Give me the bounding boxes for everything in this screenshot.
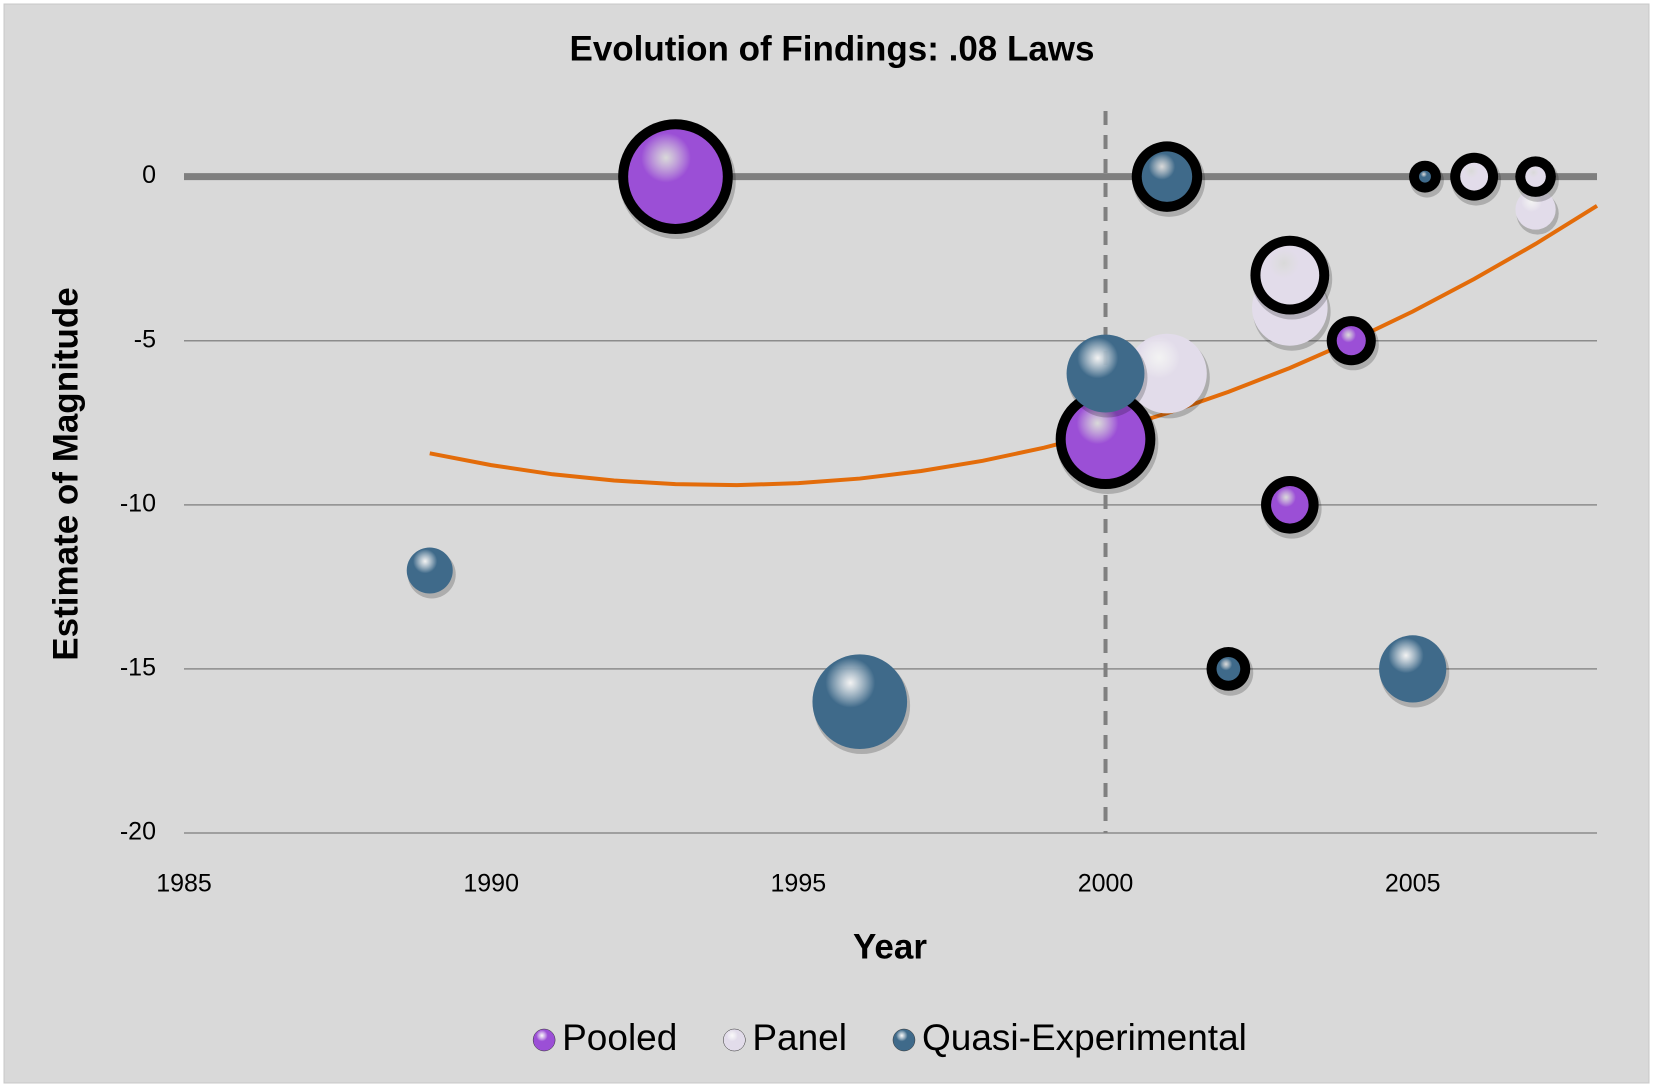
y-tick-label: 0 [142,161,156,189]
y-tick-label: -5 [134,325,156,353]
bubble [1460,162,1489,191]
bubble [1379,635,1447,703]
x-tick-label: 1985 [156,870,212,898]
bubble [1141,151,1193,202]
legend-marker [892,1028,916,1052]
x-tick-label: 1995 [771,870,827,898]
bubble [1419,170,1431,183]
legend-label: Quasi-Experimental [922,1017,1247,1058]
legend-marker [723,1028,746,1052]
bubble [1065,399,1146,480]
y-tick-label: -10 [120,489,156,517]
bubble [406,547,453,594]
bubble [1336,326,1366,356]
chart-title: Evolution of Findings: .08 Laws [569,29,1094,68]
bubble [1127,333,1207,414]
legend-label: Panel [752,1017,847,1058]
bubble [1066,334,1145,413]
chart-background [3,3,1650,1084]
x-tick-label: 2000 [1078,870,1134,898]
legend-marker [532,1028,556,1052]
legend: Pooled Panel Quasi-Experimental [532,1017,1247,1058]
trendline [429,204,1599,488]
bubble [812,654,908,750]
bubble [1260,245,1320,305]
x-tick-label: 1990 [463,870,519,898]
bubble [1271,486,1309,524]
x-axis-label: Year [853,927,927,966]
bubble [628,129,723,224]
y-axis-label: Estimate of Magnitude [46,287,85,660]
legend-label: Pooled [562,1017,677,1058]
x-tick-label: 2005 [1385,870,1441,898]
bubble [1525,166,1546,187]
bubble [1216,657,1241,681]
y-tick-label: -20 [120,818,156,846]
y-tick-label: -15 [120,654,156,682]
bubble [1515,189,1556,230]
